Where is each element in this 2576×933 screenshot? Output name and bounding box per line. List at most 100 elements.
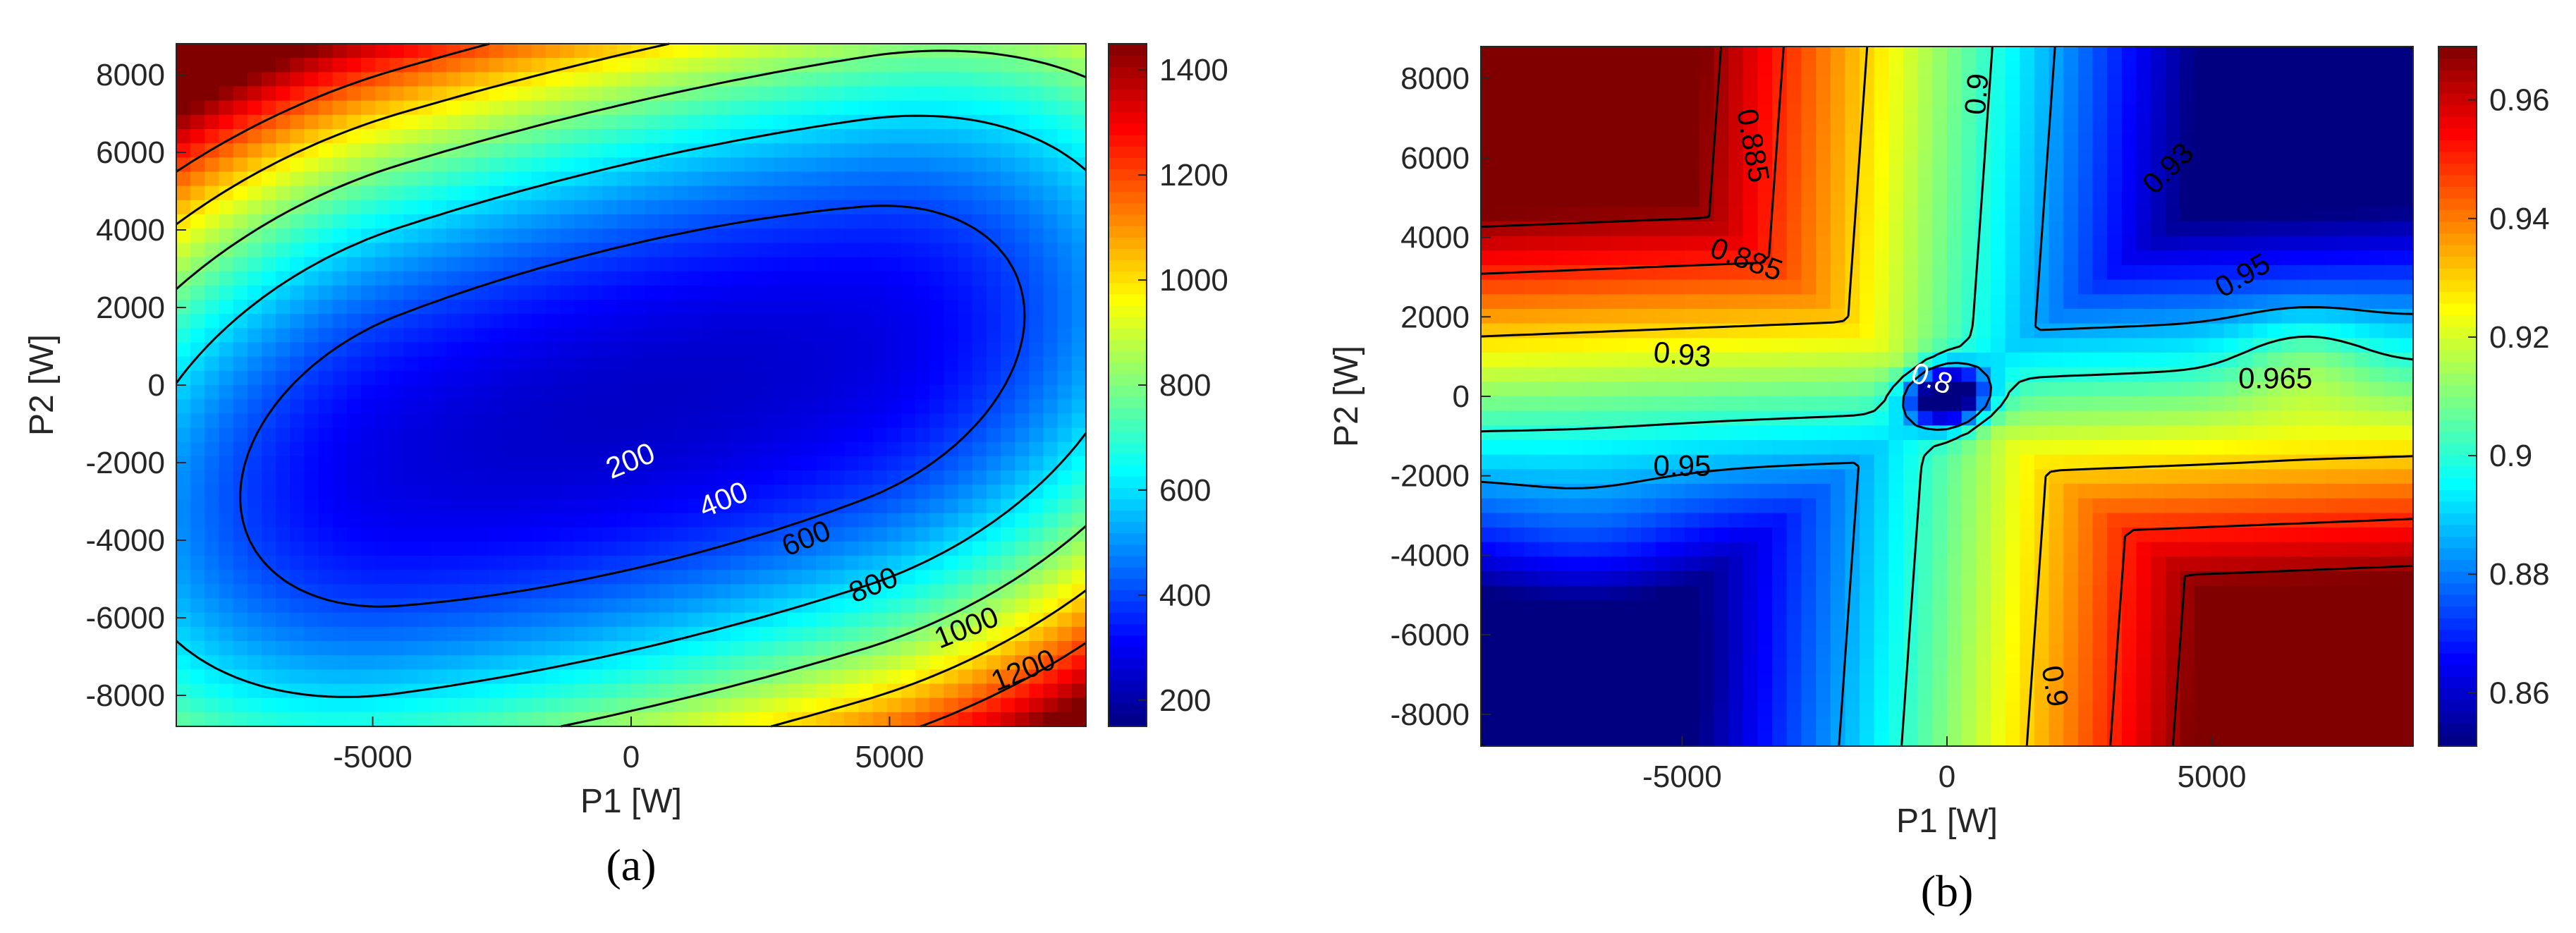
heatmap-cell — [645, 527, 660, 542]
heatmap-cell — [332, 669, 348, 685]
heatmap-cell — [276, 584, 291, 599]
heatmap-cell — [1917, 673, 1933, 688]
heatmap-cell — [787, 556, 802, 571]
heatmap-cell — [219, 285, 234, 300]
heatmap-cell — [233, 243, 248, 258]
heatmap-cell — [190, 626, 205, 642]
heatmap-cell — [574, 669, 590, 685]
heatmap-cell — [475, 114, 490, 130]
heatmap-cell — [972, 300, 987, 315]
heatmap-cell — [332, 541, 348, 556]
heatmap-cell — [517, 697, 532, 713]
heatmap-cell — [361, 129, 376, 144]
heatmap-cell — [475, 441, 490, 457]
heatmap-cell — [1539, 469, 1554, 484]
heatmap-cell — [1742, 192, 1759, 207]
heatmap-cell — [773, 44, 788, 59]
heatmap-cell — [389, 114, 405, 130]
heatmap-cell — [1481, 396, 1496, 412]
heatmap-cell — [1685, 585, 1700, 601]
heatmap-cell — [1757, 513, 1773, 528]
heatmap-cell — [1001, 314, 1015, 329]
heatmap-cell — [787, 257, 802, 272]
heatmap-cell — [176, 584, 191, 599]
heatmap-cell — [915, 356, 930, 372]
heatmap-cell — [1976, 659, 1991, 674]
heatmap-cell — [546, 556, 561, 571]
heatmap-cell — [460, 697, 475, 713]
heatmap-cell — [816, 86, 831, 102]
heatmap-cell — [346, 612, 362, 628]
heatmap-cell — [759, 697, 774, 713]
heatmap-cell — [915, 370, 930, 386]
heatmap-cell — [901, 385, 916, 400]
heatmap-cell — [1641, 731, 1656, 747]
heatmap-cell — [858, 456, 874, 471]
heatmap-cell — [1699, 148, 1715, 164]
heatmap-cell — [1015, 200, 1030, 215]
heatmap-cell — [304, 228, 319, 243]
heatmap-cell — [1481, 528, 1496, 543]
heatmap-cell — [417, 626, 433, 642]
heatmap-cell — [631, 584, 646, 599]
heatmap-cell — [688, 314, 703, 329]
heatmap-cell — [1685, 47, 1700, 62]
heatmap-cell — [901, 499, 916, 514]
heatmap-cell — [1932, 309, 1948, 324]
heatmap-cell — [659, 413, 675, 429]
heatmap-cell — [1961, 484, 1977, 499]
heatmap-cell — [1539, 104, 1554, 120]
heatmap-cell — [1553, 396, 1569, 412]
heatmap-cell — [1976, 454, 1991, 470]
heatmap-cell — [716, 314, 731, 329]
heatmap-cell — [1568, 484, 1584, 499]
heatmap-cell — [375, 214, 390, 229]
heatmap-cell — [702, 129, 717, 144]
heatmap-cell — [929, 527, 945, 542]
heatmap-cell — [261, 570, 276, 585]
heatmap-cell — [1728, 47, 1744, 62]
heatmap-cell — [475, 300, 490, 315]
heatmap-cell — [1801, 688, 1817, 703]
colorbar-step — [1109, 635, 1147, 647]
heatmap-cell — [318, 300, 334, 315]
heatmap-cell — [1742, 600, 1759, 616]
heatmap-cell — [1947, 192, 1962, 207]
heatmap-cell — [460, 584, 475, 599]
heatmap-cell — [787, 683, 802, 699]
heatmap-cell — [205, 271, 220, 286]
heatmap-cell — [1961, 659, 1977, 674]
heatmap-cell — [361, 427, 376, 443]
heatmap-cell — [304, 484, 319, 499]
heatmap-cell — [787, 626, 802, 642]
heatmap-cell — [1757, 629, 1773, 645]
heatmap-cell — [901, 185, 916, 201]
heatmap-cell — [1539, 410, 1554, 426]
heatmap-cell — [1597, 410, 1613, 426]
heatmap-cell — [574, 356, 590, 372]
heatmap-cell — [560, 584, 575, 599]
panel-label: (a) — [606, 840, 656, 890]
heatmap-cell — [1626, 673, 1642, 688]
heatmap-cell — [261, 669, 276, 685]
heatmap-cell — [1874, 119, 1889, 135]
heatmap-cell — [915, 86, 930, 102]
heatmap-cell — [645, 143, 660, 158]
heatmap-cell — [1510, 192, 1525, 207]
heatmap-cell — [773, 214, 788, 229]
heatmap-cell — [972, 86, 987, 102]
heatmap-cell — [801, 214, 817, 229]
heatmap-cell — [205, 669, 220, 685]
heatmap-cell — [1917, 629, 1933, 645]
heatmap-cell — [531, 655, 547, 670]
heatmap-cell — [901, 114, 916, 130]
heatmap-cell — [616, 712, 632, 727]
heatmap-cell — [1510, 61, 1525, 76]
heatmap-cell — [745, 243, 760, 258]
heatmap-cell — [1903, 309, 1919, 324]
heatmap-cell — [1742, 410, 1759, 426]
heatmap-cell — [588, 456, 604, 471]
heatmap-cell — [1029, 697, 1044, 713]
heatmap-cell — [1611, 659, 1628, 674]
heatmap-cell — [460, 314, 475, 329]
